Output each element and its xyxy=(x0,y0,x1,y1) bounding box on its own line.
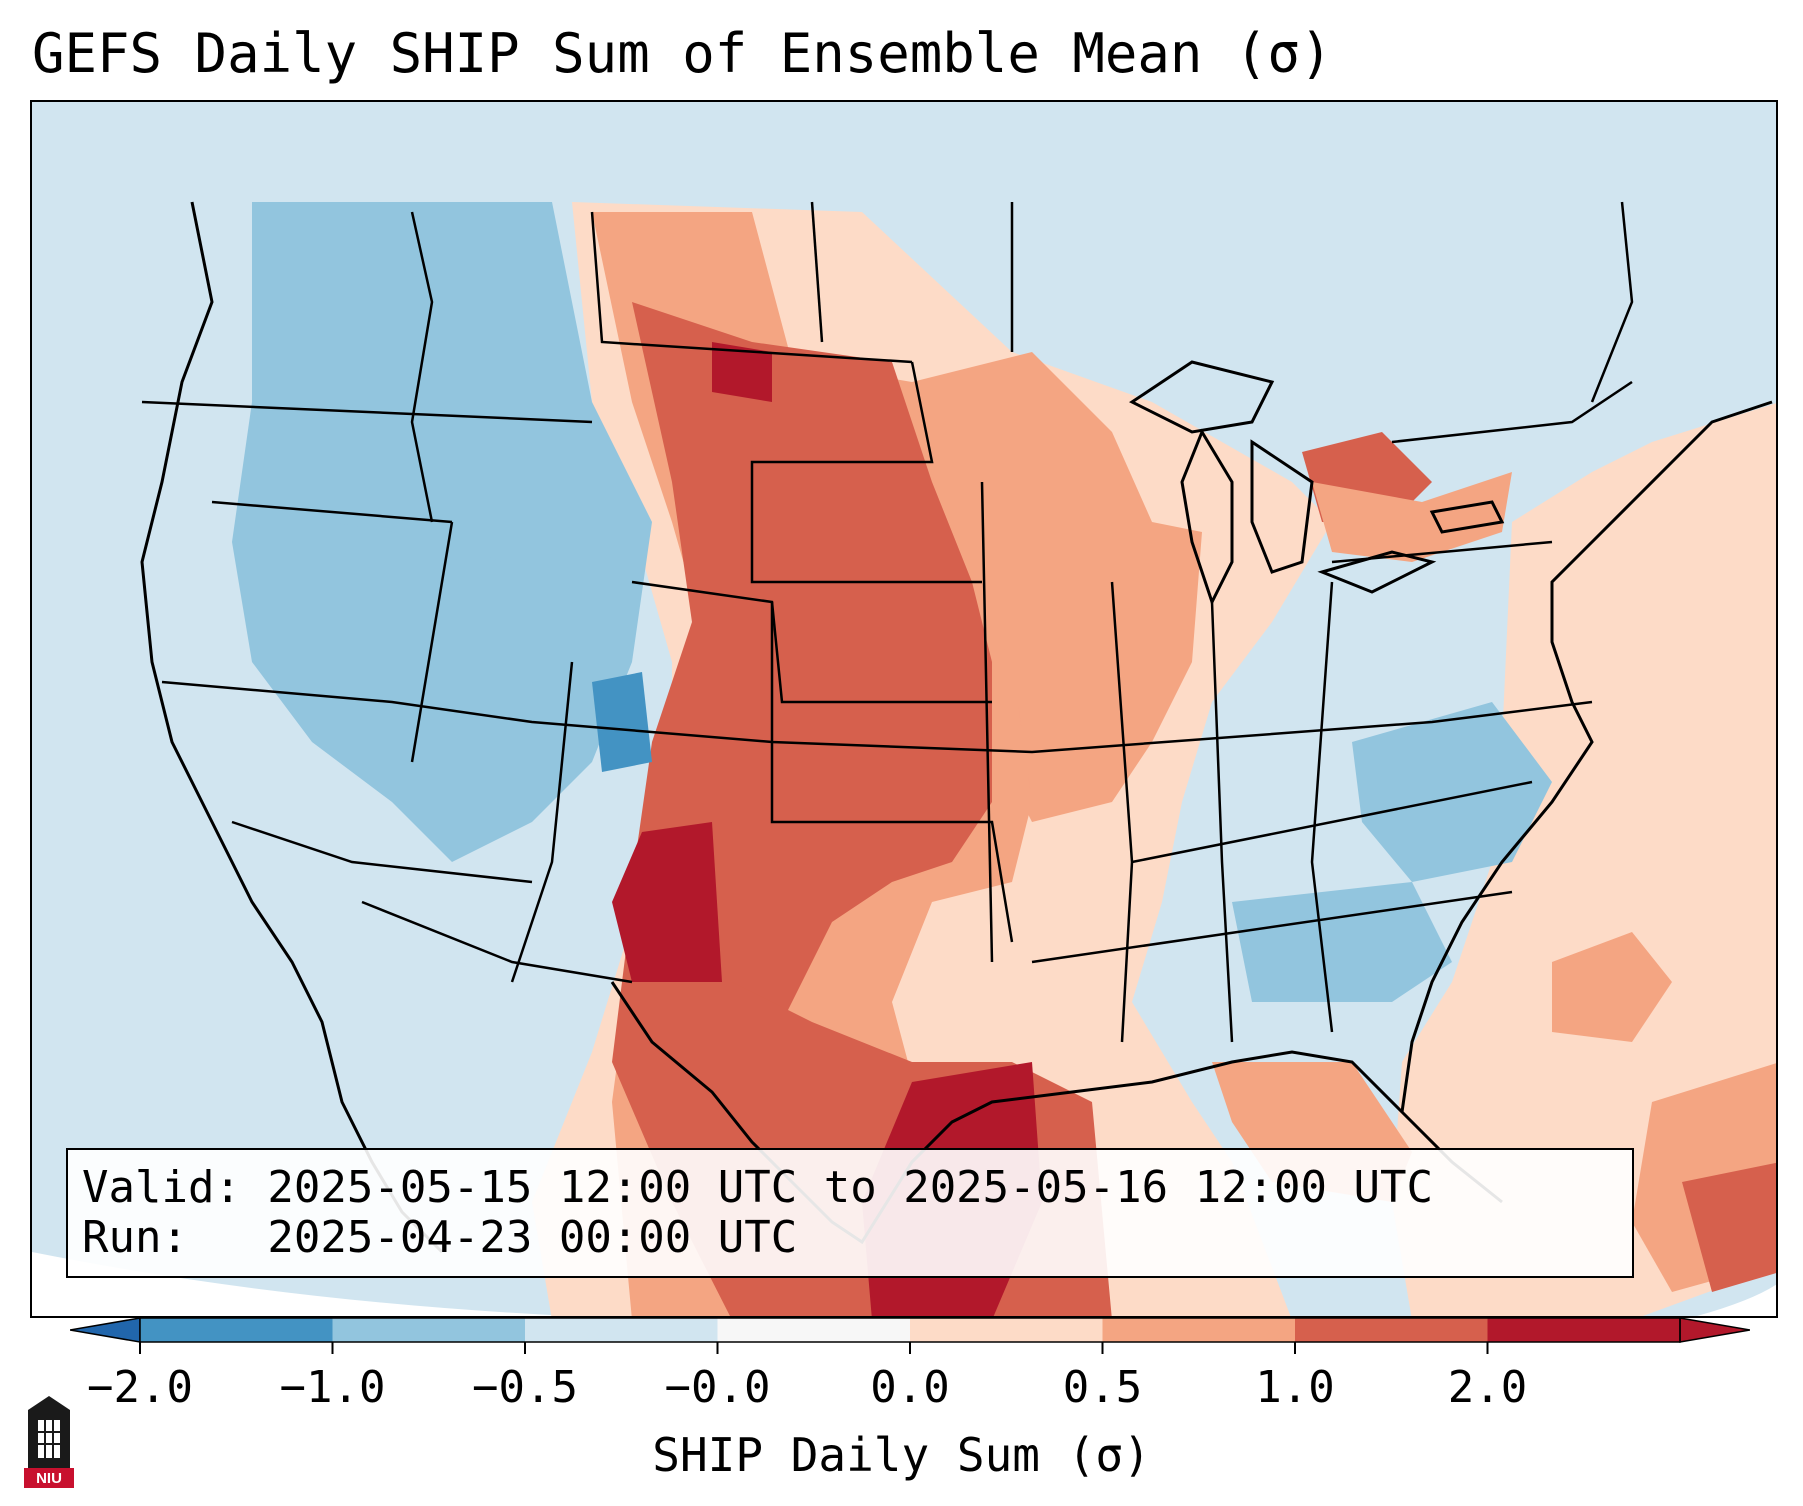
great-lakes xyxy=(1129,360,1505,606)
domain-edge-right xyxy=(1696,1284,1776,1316)
colorbar-segment xyxy=(525,1318,718,1342)
domain-edge xyxy=(32,1252,571,1316)
run-info-box: Valid: 2025-05-15 12:00 UTC to 2025-05-1… xyxy=(66,1148,1634,1278)
colorbar-segment xyxy=(1102,1318,1295,1342)
niu-logo: NIU xyxy=(24,1396,74,1488)
run-time-text: Run: 2025-04-23 00:00 UTC xyxy=(82,1212,798,1263)
field-nd-dark xyxy=(712,342,772,402)
field-southeast-blue xyxy=(1232,882,1452,1002)
colorbar-segment xyxy=(332,1318,525,1342)
colorbar-tick-label: −0.5 xyxy=(472,1362,578,1413)
coastline-west xyxy=(140,201,444,1254)
state-borders xyxy=(141,201,1634,1043)
colorbar-tick-label: 2.0 xyxy=(1447,1362,1528,1413)
colorbar xyxy=(70,1318,1750,1354)
field-atlantic-mid xyxy=(1552,932,1672,1042)
colorbar-segment xyxy=(910,1318,1103,1342)
colorbar-tick-label: 1.0 xyxy=(1255,1362,1335,1413)
map-panel xyxy=(30,100,1778,1318)
colorbar-tick-label: −2.0 xyxy=(87,1362,193,1413)
field-west-blue-2 xyxy=(332,522,592,802)
colorbar-segment xyxy=(140,1318,333,1342)
field-colorado-dark xyxy=(592,672,652,772)
colorbar-segment xyxy=(717,1318,910,1342)
field-atlantic xyxy=(1392,403,1776,1316)
chart-title: GEFS Daily SHIP Sum of Ensemble Mean (σ) xyxy=(32,22,1333,85)
colorbar-tick-label: 0.5 xyxy=(1062,1362,1143,1413)
valid-time-text: Valid: 2025-05-15 12:00 UTC to 2025-05-1… xyxy=(82,1162,1434,1213)
logo-text: NIU xyxy=(36,1470,62,1487)
colorbar-segment xyxy=(1295,1318,1488,1342)
colorbar-tick-label: −0.0 xyxy=(664,1362,771,1413)
colorbar-under-arrow xyxy=(70,1318,141,1343)
colorbar-tick-label: 0.0 xyxy=(870,1362,950,1413)
colorbar-label: SHIP Daily Sum (σ) xyxy=(652,1428,1151,1482)
colorbar-segment xyxy=(1487,1318,1680,1342)
field-nm-darkest xyxy=(612,822,722,982)
logo-window xyxy=(38,1420,60,1458)
field-atlantic-east-strong xyxy=(1682,1162,1776,1292)
coastline-gulf xyxy=(610,400,1773,1245)
logo-badge xyxy=(24,1468,74,1488)
colorbar-tick-label: −1.0 xyxy=(279,1362,386,1413)
colorbar-over-arrow xyxy=(1679,1318,1750,1343)
field-east-blue xyxy=(1352,702,1552,882)
field-ne-lake xyxy=(1312,472,1512,562)
map-svg xyxy=(32,102,1776,1316)
